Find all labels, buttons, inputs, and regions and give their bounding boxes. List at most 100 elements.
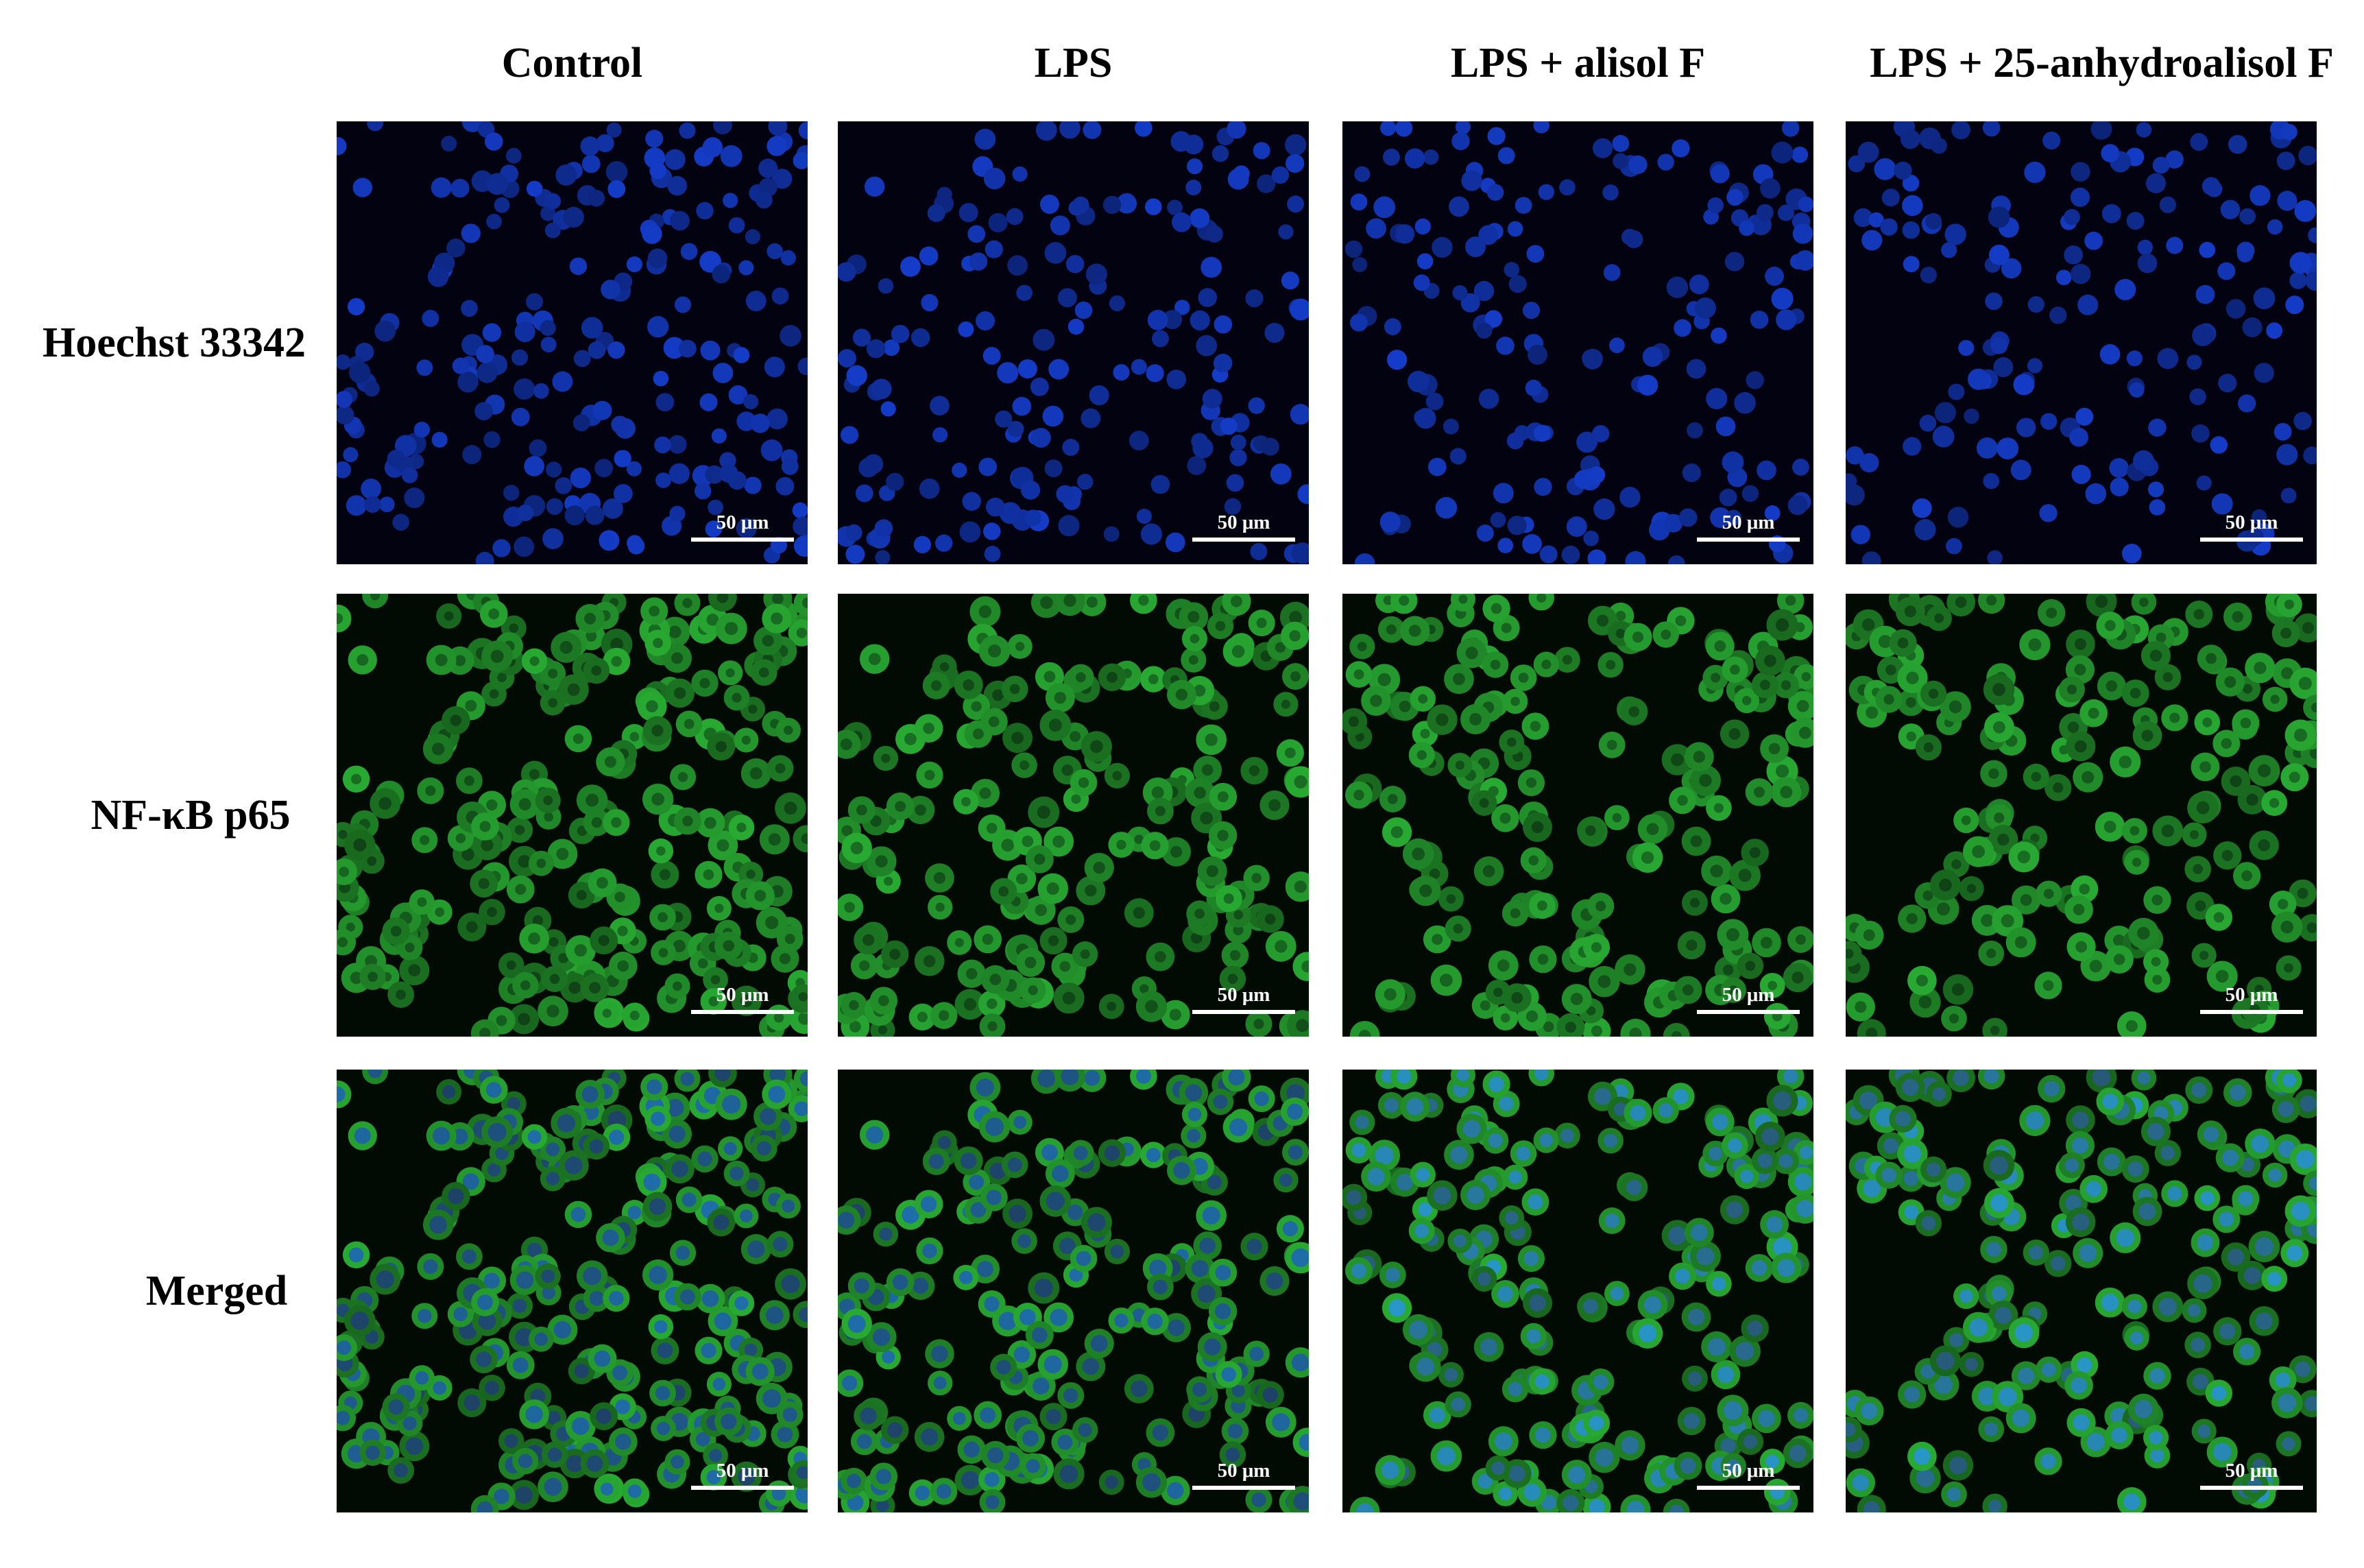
nucleus xyxy=(1900,129,1920,149)
cell-center xyxy=(749,767,762,780)
nucleus xyxy=(1863,1501,1880,1512)
nucleus xyxy=(1796,1200,1813,1218)
cell-center xyxy=(610,638,624,651)
nucleus xyxy=(1373,196,1396,219)
cell-center xyxy=(1139,984,1149,993)
nucleus xyxy=(1757,460,1776,481)
nucleus xyxy=(1949,1456,1967,1475)
nucleus xyxy=(1083,121,1102,139)
nucleus xyxy=(2228,134,2247,154)
nucleus xyxy=(514,378,535,400)
nucleus xyxy=(744,477,762,494)
nucleus xyxy=(1761,1128,1779,1146)
cell-center xyxy=(1453,924,1463,934)
cell xyxy=(2303,695,2317,721)
nucleus xyxy=(1664,514,1683,533)
nucleus xyxy=(2130,1331,2143,1345)
cell-center xyxy=(1040,596,1053,610)
nucleus xyxy=(1444,1368,1458,1382)
nucleus xyxy=(1414,1224,1429,1238)
cell-center xyxy=(1992,683,2005,697)
nucleus xyxy=(655,1386,671,1401)
nucleus xyxy=(2254,1237,2273,1256)
cell-center xyxy=(798,1012,808,1025)
nucleus xyxy=(1993,357,2014,378)
nucleus xyxy=(2012,1409,2030,1427)
nucleus xyxy=(1765,267,1784,286)
nucleus xyxy=(2084,231,2103,250)
nucleus xyxy=(1145,198,1162,215)
row-label: Hoechst 33342 xyxy=(43,319,306,366)
nucleus xyxy=(544,222,561,239)
nucleus xyxy=(348,1247,364,1263)
nucleus xyxy=(2041,1362,2056,1377)
cell-center xyxy=(2199,761,2211,773)
cell-center xyxy=(1187,611,1200,623)
nucleus xyxy=(1284,134,1307,156)
nucleus xyxy=(958,321,974,337)
cell-center xyxy=(998,886,1009,897)
nucleus xyxy=(1568,1466,1586,1484)
nucleus xyxy=(799,1071,808,1087)
cell-center xyxy=(954,938,964,948)
nucleus xyxy=(1683,1413,1700,1430)
cell-center xyxy=(1682,984,1694,996)
cell-center xyxy=(1629,1027,1642,1037)
nucleus xyxy=(985,1495,1000,1510)
nucleus xyxy=(1013,1115,1027,1129)
nucleus xyxy=(2025,1111,2045,1130)
cell-center xyxy=(1233,910,1244,920)
nucleus xyxy=(700,340,721,361)
nucleus xyxy=(476,1351,492,1368)
cell-center xyxy=(1928,688,1939,699)
nucleus xyxy=(626,256,642,273)
nucleus xyxy=(566,1455,583,1473)
nucleus xyxy=(1499,1487,1512,1501)
nucleus xyxy=(2250,185,2271,206)
nucleus xyxy=(1367,1168,1385,1185)
nucleus xyxy=(657,1342,673,1359)
nucleus xyxy=(1751,1260,1768,1276)
nucleus xyxy=(2289,272,2307,289)
nucleus xyxy=(845,524,863,542)
nucleus xyxy=(1190,208,1210,228)
nucleus xyxy=(1425,392,1444,411)
nucleus xyxy=(2145,173,2166,193)
cell-center xyxy=(883,876,893,886)
cell-center xyxy=(559,640,573,654)
cell-center xyxy=(576,890,587,901)
nucleus xyxy=(1582,349,1600,367)
cell-center xyxy=(602,1009,612,1018)
cell-center xyxy=(1966,884,1977,893)
nucleus xyxy=(1490,511,1506,528)
nucleus xyxy=(984,1472,1000,1487)
cell-center xyxy=(2067,721,2079,734)
cell-center xyxy=(1071,794,1081,804)
nucleus xyxy=(2281,123,2297,141)
nucleus xyxy=(422,309,439,327)
nucleus xyxy=(1149,1259,1167,1277)
nucleus xyxy=(645,130,664,148)
nucleus xyxy=(841,426,859,444)
nucleus xyxy=(1715,416,1736,437)
nucleus xyxy=(1192,1382,1207,1397)
cell-center xyxy=(841,825,853,836)
nucleus xyxy=(1478,388,1499,409)
nucleus xyxy=(987,1447,1004,1464)
cell-center xyxy=(2043,889,2054,899)
nucleus xyxy=(1104,1145,1120,1161)
nucleus xyxy=(1722,451,1744,474)
nucleus xyxy=(1508,1382,1523,1397)
nucleus xyxy=(368,1070,383,1078)
cell-center xyxy=(1458,594,1468,604)
nucleus xyxy=(1728,1138,1742,1153)
nucleus xyxy=(852,328,871,347)
nucleus xyxy=(1153,1279,1168,1294)
nucleus xyxy=(2219,1323,2236,1340)
nucleus xyxy=(1998,1387,2017,1406)
cell-center xyxy=(1632,631,1644,643)
nucleus xyxy=(594,1350,611,1367)
nucleus xyxy=(1135,121,1153,137)
nucleus xyxy=(503,485,520,501)
nucleus xyxy=(476,345,494,363)
